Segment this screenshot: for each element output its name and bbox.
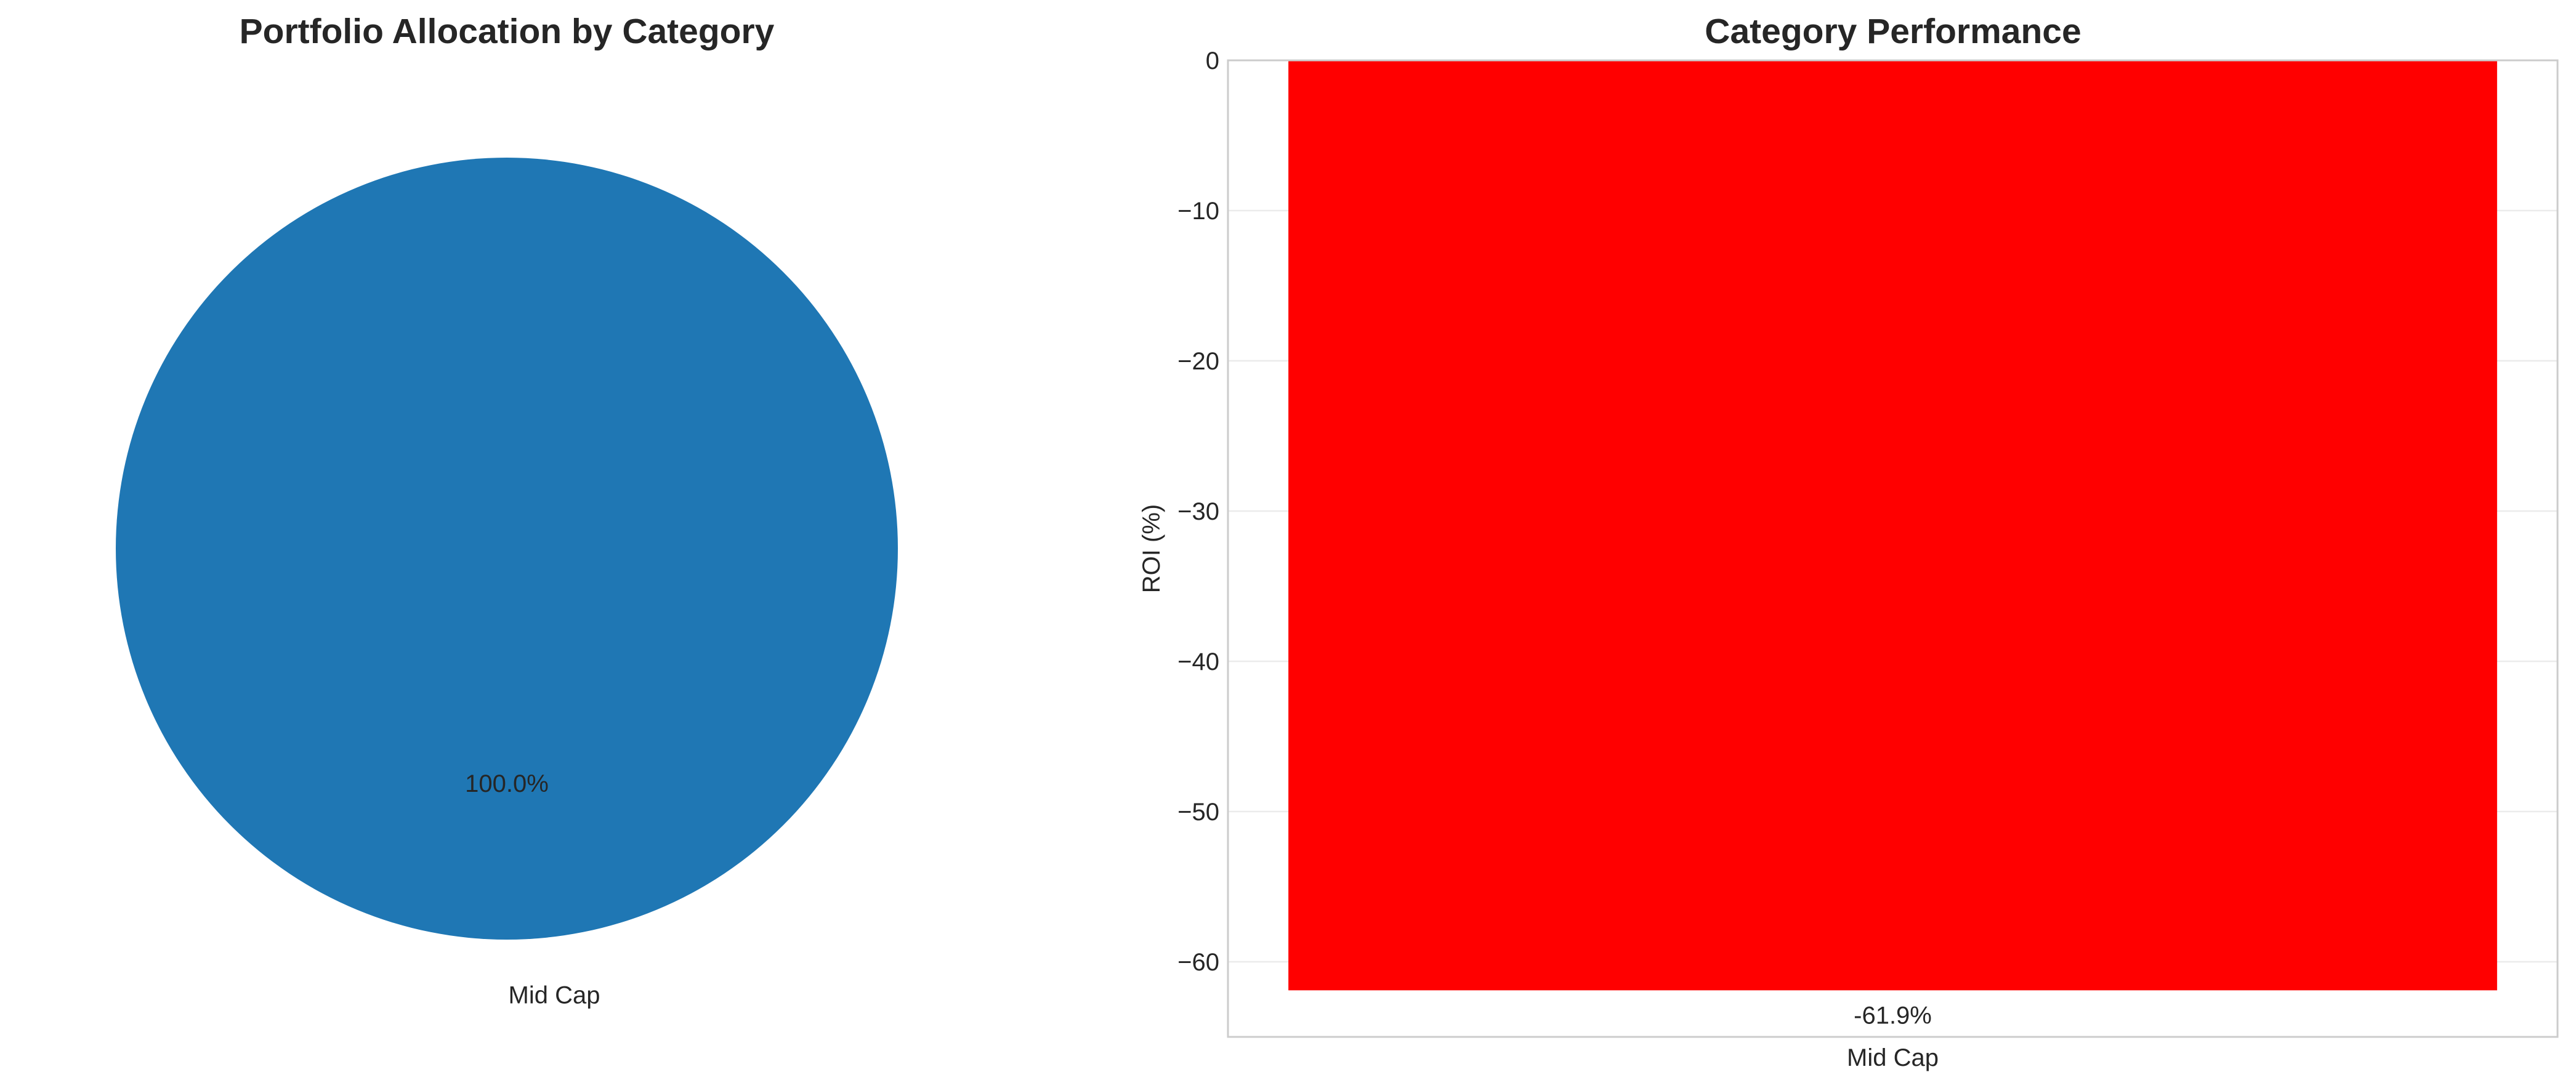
pie-category-label: Mid Cap [509, 982, 600, 1009]
bar-data-label: -61.9% [1854, 1002, 1932, 1029]
pie-chart-panel: Portfolio Allocation by Category 100.0% M… [116, 12, 898, 1009]
pie-chart-title: Portfolio Allocation by Category [240, 12, 775, 51]
bar-axes-frame [1227, 59, 2559, 1038]
bar-y-tick-labels: 0 −10 −20 −30 −40 −50 −60 [1177, 47, 1219, 976]
bar-x-tick-label: Mid Cap [1847, 1044, 1939, 1071]
bar-y-tick-label: −30 [1177, 498, 1219, 525]
pie-slices [116, 158, 898, 940]
bar-y-axis-label: ROI (%) [1138, 504, 1165, 593]
bar-chart-title: Category Performance [1705, 12, 2081, 51]
bar-y-tick-label: −40 [1177, 648, 1219, 675]
bar-y-tick-label: −10 [1177, 198, 1219, 225]
bar-data-labels: -61.9% [1854, 1002, 1932, 1029]
bar-y-tick-label: −50 [1177, 799, 1219, 826]
pie-labels: 100.0% Mid Cap [465, 770, 600, 1009]
bar-x-tick-labels: Mid Cap [1847, 1044, 1939, 1071]
bar-y-tick-label: −20 [1177, 348, 1219, 375]
bar [1288, 60, 2497, 991]
bar-bars [1288, 60, 2497, 991]
bar-chart-panel: Category Performance 0 −10 −20 −30 −40 −50 −60… [1138, 12, 2559, 1071]
pie-slice [116, 158, 898, 940]
bar-y-tick-label: 0 [1206, 47, 1219, 75]
bar-y-tick-label: −60 [1177, 949, 1219, 976]
pie-slice-percent-label: 100.0% [465, 770, 549, 797]
